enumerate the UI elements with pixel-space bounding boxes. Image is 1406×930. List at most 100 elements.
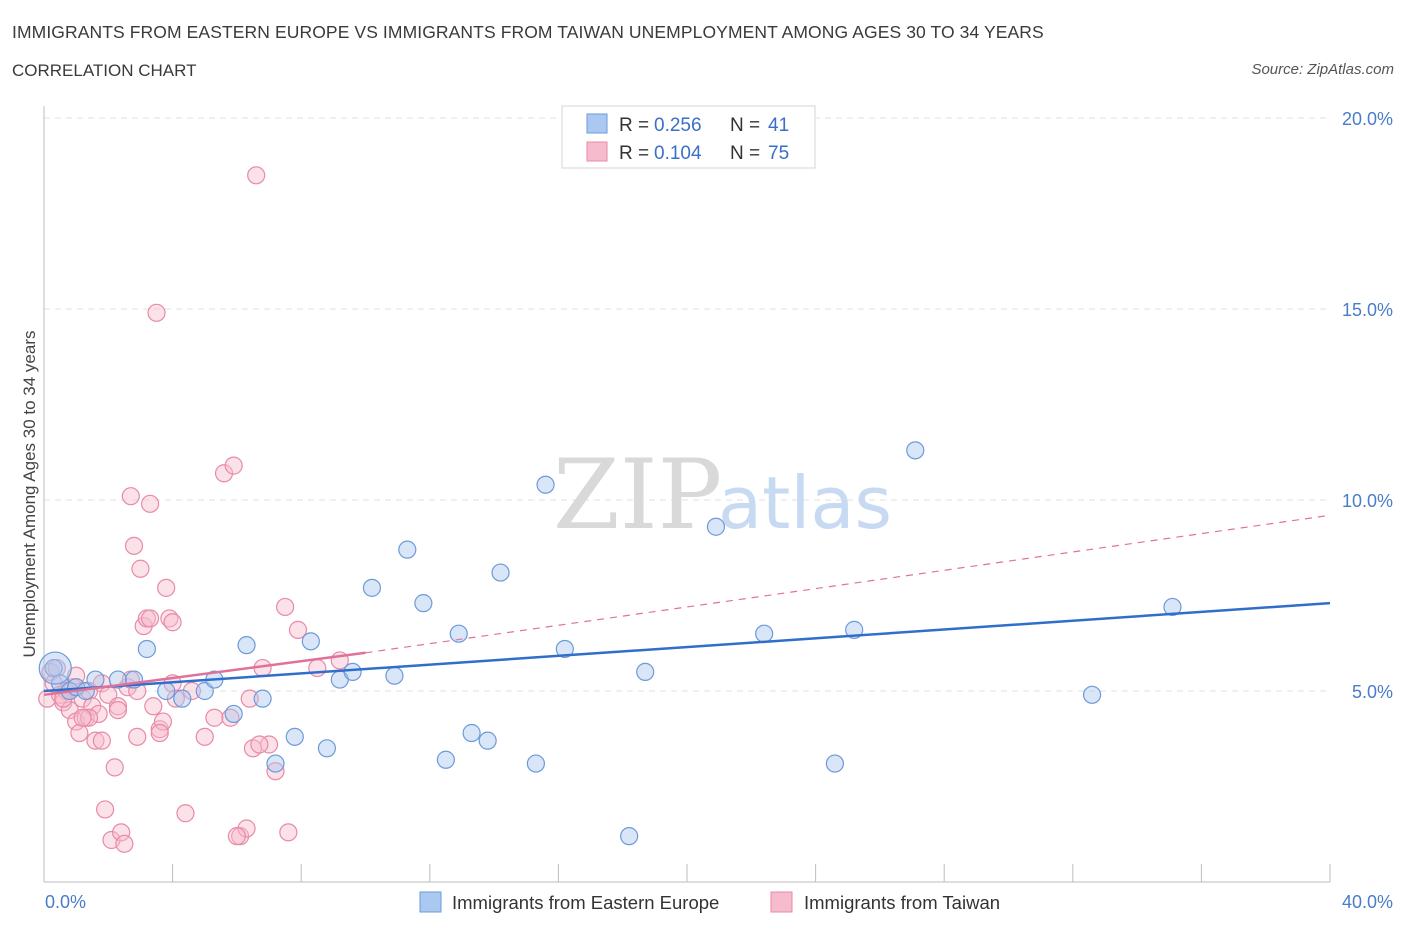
stats-legend: R = 0.256 N = 41 R = 0.104 N = 75 [561, 105, 816, 169]
data-point [414, 594, 433, 613]
data-point [137, 639, 156, 659]
y-axis-tick-labels: 5.0% 10.0% 15.0% 20.0% [1342, 109, 1393, 702]
chart-subtitle: CORRELATION CHART [12, 61, 197, 80]
data-point [115, 834, 134, 853]
data-point [44, 658, 63, 678]
legend-r-label-pink: R = [619, 143, 649, 164]
data-point [247, 166, 266, 185]
data-point [825, 754, 844, 773]
data-point [214, 464, 234, 483]
y-tick-label: 20.0% [1342, 109, 1393, 129]
x-axis-ticks [43, 864, 1331, 882]
legend-n-value-blue: 41 [768, 115, 789, 136]
data-point [54, 693, 73, 712]
data-point [150, 723, 169, 743]
data-point [755, 624, 774, 643]
series-legend-label-blue: Immigrants from Eastern Europe [452, 892, 719, 913]
data-point [301, 632, 320, 651]
legend-r-value-blue: 0.256 [654, 115, 702, 136]
chart-title: IMMIGRANTS FROM EASTERN EUROPE VS IMMIGR… [12, 22, 1044, 42]
data-point [95, 800, 115, 819]
data-point [555, 639, 574, 659]
data-point [620, 827, 639, 846]
data-point [237, 636, 256, 655]
data-point [1082, 685, 1102, 704]
data-point [140, 609, 160, 628]
data-point [636, 662, 655, 682]
legend-n-label-pink: N = [730, 143, 760, 164]
data-point [166, 689, 185, 708]
x-tick-label-max: 40.0% [1342, 892, 1393, 912]
data-point [124, 536, 144, 555]
data-point [131, 559, 150, 578]
source-credit: Source: ZipAtlas.com [1251, 61, 1394, 78]
trend-lines [43, 514, 1331, 697]
legend-swatch-blue [586, 113, 608, 134]
data-point [182, 681, 201, 701]
legend-r-value-pink: 0.104 [654, 143, 702, 164]
data-point [288, 620, 308, 639]
data-point [240, 689, 259, 708]
data-point [266, 754, 285, 773]
data-point [108, 700, 128, 720]
data-point [1163, 597, 1182, 617]
data-point [105, 758, 124, 777]
eastern-europe-points [38, 441, 1182, 846]
legend-r-label-blue: R = [619, 115, 649, 136]
series-legend-swatch-pink [770, 891, 793, 913]
data-point [276, 597, 295, 617]
data-point [462, 723, 481, 743]
data-point [308, 658, 327, 678]
data-point [86, 731, 105, 750]
data-point [906, 441, 925, 460]
data-point [385, 666, 404, 685]
data-point [526, 754, 545, 773]
data-point [112, 823, 131, 842]
data-point [491, 563, 510, 582]
data-point [153, 712, 173, 731]
data-point [108, 697, 128, 716]
data-point [317, 739, 337, 758]
y-tick-label: 5.0% [1352, 682, 1393, 702]
legend-n-label-blue: N = [730, 115, 760, 136]
watermark: ZIP atlas [553, 439, 892, 551]
legend-n-value-pink: 75 [768, 143, 789, 164]
data-point [157, 578, 176, 597]
data-point [279, 823, 298, 842]
y-tick-label: 15.0% [1342, 300, 1393, 320]
data-point [92, 731, 111, 750]
trend-line-taiwan [43, 651, 366, 697]
series-legend: Immigrants from Eastern Europe Immigrant… [419, 891, 1000, 913]
watermark-zip: ZIP [553, 439, 722, 551]
x-tick-label-min: 0.0% [45, 892, 86, 912]
data-point [70, 723, 89, 743]
data-point [86, 670, 105, 689]
data-point [73, 708, 92, 727]
x-axis-tick-labels: 0.0% 40.0% [45, 892, 1393, 912]
data-point [173, 689, 192, 708]
data-point [195, 727, 214, 746]
data-point [706, 517, 726, 536]
gridlines [44, 117, 1330, 692]
data-point [449, 624, 468, 643]
data-point [436, 750, 455, 769]
data-point [343, 662, 362, 682]
data-point [227, 827, 246, 846]
series-legend-label-pink: Immigrants from Taiwan [804, 892, 1000, 913]
data-point [140, 494, 160, 513]
trend-line-eastern-europe [43, 601, 1331, 693]
data-point [259, 735, 279, 754]
data-point [362, 578, 382, 597]
data-point [250, 735, 269, 754]
trend-line-taiwan-extrapolated [365, 514, 1331, 654]
data-point [253, 689, 272, 708]
data-point [224, 456, 243, 475]
watermark-atlas: atlas [718, 461, 892, 545]
data-point [163, 613, 182, 632]
data-point [147, 303, 166, 322]
data-point [285, 727, 304, 746]
data-point [398, 540, 417, 559]
data-point [266, 762, 285, 781]
data-point [205, 708, 224, 727]
